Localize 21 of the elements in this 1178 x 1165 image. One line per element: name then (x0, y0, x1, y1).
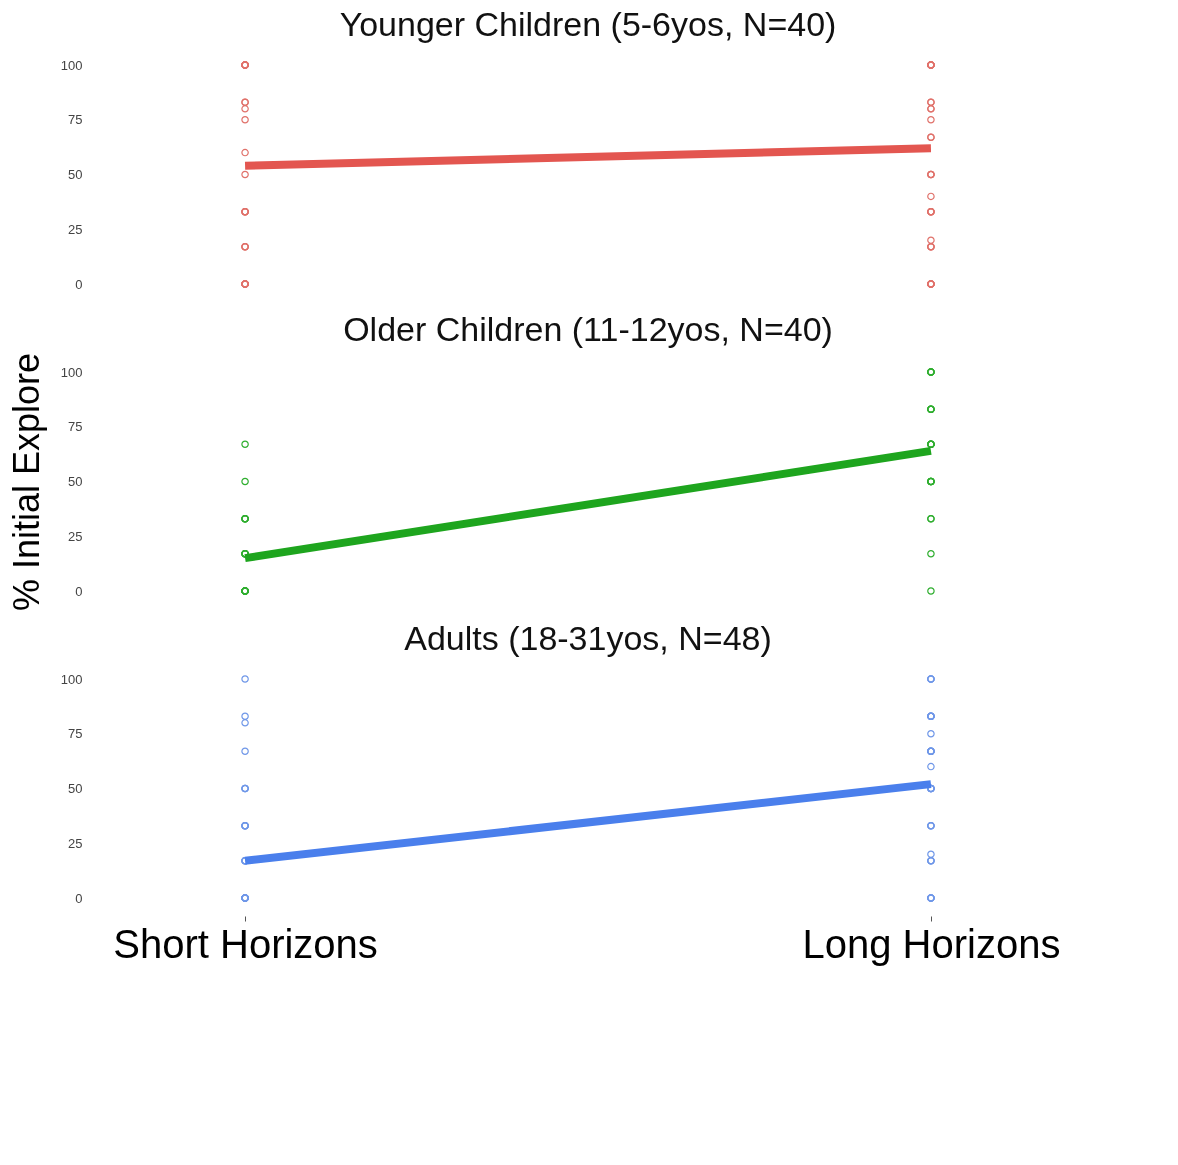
y-tick-label: 100 (60, 671, 83, 687)
y-tick-label: 100 (60, 364, 83, 380)
chart-title: Adults (18-31yos, N=48) (404, 619, 772, 657)
y-tick-label: 0 (75, 583, 83, 599)
x-tick-label: Short Horizons (113, 921, 378, 966)
y-tick-label: 0 (75, 890, 83, 906)
chart-title: Younger Children (5-6yos, N=40) (339, 5, 837, 43)
y-tick-label: 75 (68, 726, 83, 742)
chart-title: Older Children (11-12yos, N=40) (343, 310, 833, 349)
y-tick-label: 0 (75, 276, 83, 292)
y-axis-title: % Initial Explore (5, 352, 47, 612)
y-tick-label: 100 (60, 57, 83, 73)
x-tick-label: Long Horizons (802, 921, 1061, 966)
y-tick-label: 25 (68, 835, 83, 851)
y-tick-label: 75 (68, 112, 83, 128)
y-tick-label: 25 (68, 221, 83, 237)
y-tick-label: 25 (68, 528, 83, 544)
y-tick-label: 50 (68, 781, 83, 796)
y-tick-label: 50 (68, 167, 83, 182)
y-tick-label: 50 (68, 474, 83, 489)
y-tick-label: 75 (68, 419, 83, 435)
